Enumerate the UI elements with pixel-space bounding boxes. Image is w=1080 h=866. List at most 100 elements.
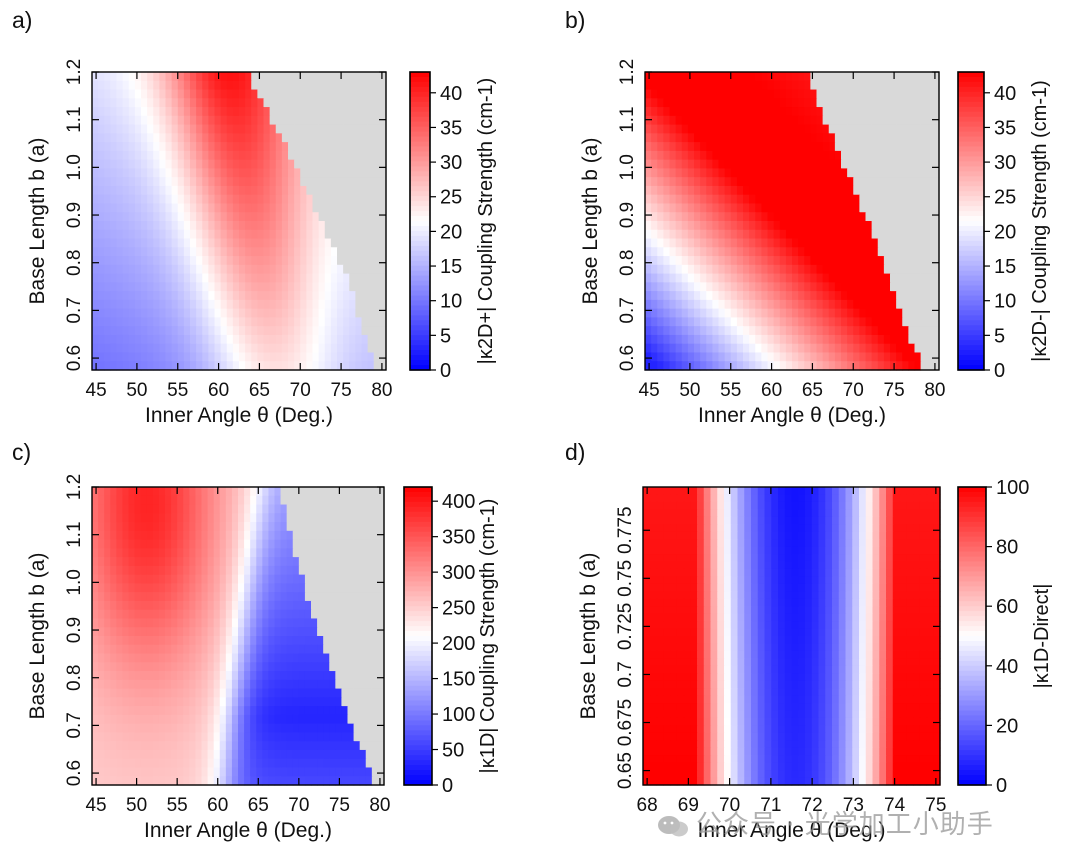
- heatmap-cell: [171, 600, 178, 611]
- heatmap-cell: [104, 723, 111, 734]
- heatmap-cell: [147, 229, 154, 240]
- heatmap-cell: [736, 343, 744, 354]
- colorbar-step: [410, 166, 430, 172]
- heatmap-cell: [140, 662, 148, 672]
- heatmap-cell: [231, 600, 239, 611]
- heatmap-cell: [373, 291, 381, 301]
- heatmap-cell: [371, 530, 379, 541]
- heatmap-cell: [657, 256, 664, 266]
- heatmap-cell: [767, 80, 775, 91]
- heatmap-cell: [165, 749, 172, 760]
- heatmap-cell: [804, 133, 811, 143]
- heatmap-cell: [841, 80, 848, 91]
- heatmap-cell: [190, 115, 197, 126]
- heatmap-cell: [718, 133, 726, 143]
- heatmap-cell: [220, 203, 228, 213]
- heatmap-cell: [853, 89, 860, 99]
- heatmap-cell: [213, 583, 221, 593]
- heatmap-cell: [219, 557, 227, 567]
- heatmap-cell: [828, 343, 836, 354]
- colorbar-step: [410, 240, 430, 247]
- heatmap-cell: [736, 124, 744, 134]
- heatmap-cell: [749, 177, 756, 187]
- heatmap-cell: [280, 522, 288, 532]
- heatmap-cell: [312, 168, 320, 178]
- heatmap-cell: [281, 273, 289, 283]
- heatmap-cell: [238, 714, 245, 725]
- heatmap-cell: [152, 653, 160, 663]
- heatmap-cell: [355, 124, 363, 134]
- heatmap-cell: [292, 530, 300, 541]
- heatmap-cell: [214, 168, 222, 178]
- heatmap-cell: [779, 203, 787, 213]
- heatmap-cell: [694, 221, 701, 231]
- heatmap-cell: [828, 124, 836, 134]
- heatmap-cell: [736, 326, 744, 336]
- heatmap-cell: [311, 539, 318, 549]
- heatmap-cell: [859, 256, 867, 266]
- heatmap-cell: [730, 352, 738, 362]
- heatmap-cell: [706, 72, 713, 82]
- heatmap-cell: [317, 487, 324, 497]
- heatmap-cell: [377, 530, 385, 541]
- heatmap-cell: [896, 115, 903, 126]
- heatmap-cell: [724, 326, 732, 336]
- heatmap-cell: [743, 352, 750, 362]
- heatmap-cell: [294, 203, 301, 213]
- heatmap-cell: [207, 557, 215, 567]
- heatmap-cell: [257, 361, 265, 371]
- heatmap-cell: [730, 343, 738, 354]
- heatmap-cell: [196, 221, 203, 231]
- heatmap-cell: [834, 194, 842, 205]
- heatmap-cell: [749, 185, 756, 196]
- heatmap-cell: [706, 317, 713, 327]
- heatmap-cell: [219, 600, 227, 611]
- heatmap-cell: [245, 177, 252, 187]
- heatmap-cell: [847, 168, 854, 178]
- heatmap-cell: [792, 133, 799, 143]
- heatmap-cell: [92, 107, 99, 117]
- heatmap-cell: [828, 89, 836, 99]
- heatmap-cell: [687, 256, 695, 266]
- heatmap-cell: [311, 618, 318, 628]
- heatmap-cell: [359, 600, 367, 611]
- heatmap-cell: [681, 194, 689, 205]
- heatmap-cell: [153, 115, 160, 126]
- heatmap-cell: [281, 98, 289, 108]
- heatmap-cell: [353, 697, 361, 707]
- heatmap-cell: [306, 168, 314, 178]
- heatmap-cell: [262, 609, 270, 620]
- heatmap-cell: [158, 697, 166, 707]
- heatmap-cell: [914, 98, 922, 108]
- heatmap-cell: [926, 326, 934, 336]
- heatmap-cell: [657, 72, 664, 82]
- heatmap-cell: [343, 115, 350, 126]
- heatmap-cell: [663, 308, 671, 319]
- heatmap-cell: [337, 115, 344, 126]
- heatmap-cell: [645, 352, 652, 362]
- heatmap-cell: [730, 150, 738, 161]
- heatmap-cell: [122, 177, 130, 187]
- heatmap-cell: [158, 671, 166, 681]
- colorbar-step: [958, 146, 984, 153]
- heatmap-cell: [306, 352, 314, 362]
- heatmap-cell: [92, 749, 99, 760]
- heatmap-cell: [834, 343, 842, 354]
- heatmap-cell: [104, 653, 111, 663]
- heatmap-cell: [706, 168, 713, 178]
- heatmap-cell: [335, 495, 343, 506]
- heatmap-cell: [730, 142, 738, 152]
- heatmap-cell: [201, 609, 209, 620]
- heatmap-cell: [268, 732, 276, 742]
- heatmap-cell: [134, 749, 142, 760]
- heatmap-cell: [141, 264, 148, 275]
- heatmap-cell: [159, 185, 167, 196]
- heatmap-cell: [263, 212, 271, 222]
- heatmap-cell: [275, 124, 283, 134]
- heatmap-cell: [165, 107, 173, 117]
- heatmap-cell: [736, 80, 744, 91]
- heatmap-cell: [146, 627, 154, 637]
- heatmap-cell: [268, 565, 276, 576]
- heatmap-cell: [300, 194, 307, 205]
